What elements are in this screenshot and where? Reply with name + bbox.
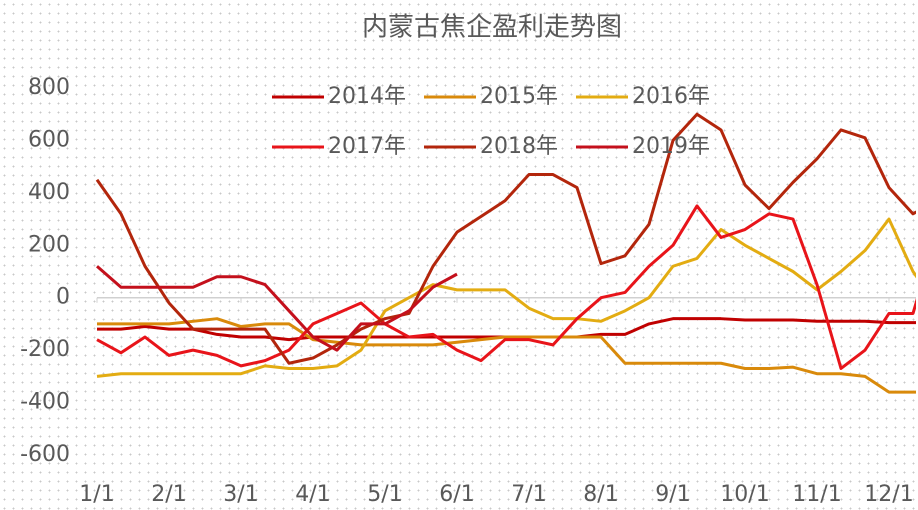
y-tick-label: 600 bbox=[28, 127, 70, 152]
legend-label: 2019年 bbox=[632, 134, 710, 159]
y-tick-label: 800 bbox=[28, 75, 70, 100]
legend-label: 2017年 bbox=[328, 134, 406, 159]
y-tick-label: 400 bbox=[28, 180, 70, 205]
y-tick-label: -600 bbox=[20, 442, 70, 467]
x-tick-label: 3/1 bbox=[223, 482, 258, 507]
x-tick-label: 4/1 bbox=[295, 482, 330, 507]
x-tick-label: 2/1 bbox=[151, 482, 186, 507]
x-tick-label: 12/1 bbox=[864, 482, 913, 507]
chart-title: 内蒙古焦企盈利走势图 bbox=[362, 13, 622, 43]
x-tick-label: 1/1 bbox=[79, 482, 114, 507]
series-line bbox=[96, 217, 916, 378]
series-line bbox=[97, 317, 916, 394]
y-tick-label: 0 bbox=[56, 285, 70, 310]
x-tick-label: 5/1 bbox=[367, 482, 402, 507]
legend-label: 2016年 bbox=[632, 84, 710, 109]
x-tick-label: 11/1 bbox=[792, 482, 841, 507]
x-tick-label: 9/1 bbox=[655, 482, 690, 507]
x-tick-label: 7/1 bbox=[511, 482, 546, 507]
legend-label: 2018年 bbox=[480, 134, 558, 159]
legend-label: 2014年 bbox=[328, 84, 406, 109]
y-tick-label: 200 bbox=[28, 232, 70, 257]
x-tick-label: 6/1 bbox=[439, 482, 474, 507]
y-tick-label: -400 bbox=[20, 390, 70, 415]
series-line bbox=[95, 112, 916, 365]
x-tick-label: 10/1 bbox=[720, 482, 769, 507]
series-line bbox=[96, 265, 458, 352]
y-tick-label: -200 bbox=[20, 337, 70, 362]
legend-label: 2015年 bbox=[480, 84, 558, 109]
series-line bbox=[96, 204, 916, 370]
x-tick-label: 8/1 bbox=[583, 482, 618, 507]
plot bbox=[95, 112, 916, 394]
